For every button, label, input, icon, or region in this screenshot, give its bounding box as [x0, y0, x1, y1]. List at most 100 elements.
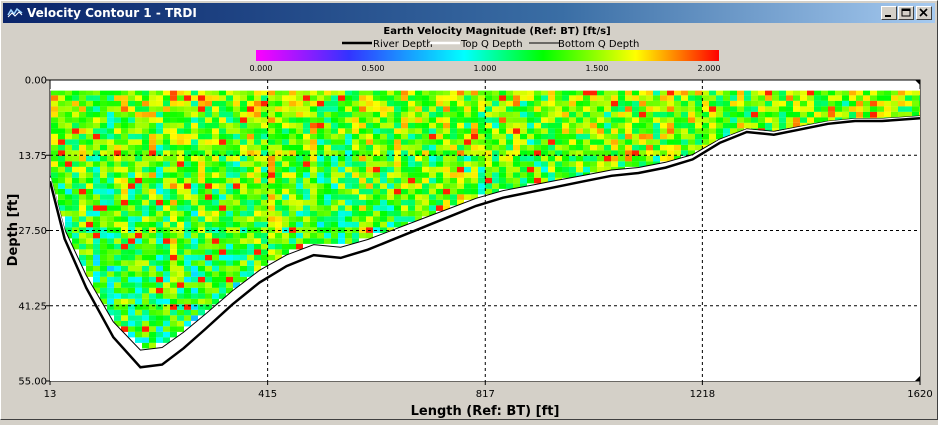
velocity-cell	[324, 122, 331, 129]
velocity-cell	[226, 95, 233, 101]
velocity-cell	[688, 89, 695, 96]
velocity-cell	[387, 133, 394, 140]
velocity-cell	[317, 144, 324, 151]
velocity-cell	[366, 166, 373, 173]
velocity-cell	[177, 320, 184, 327]
velocity-cell	[618, 139, 625, 145]
velocity-cell	[135, 95, 142, 101]
velocity-cell	[142, 183, 149, 189]
velocity-cell	[884, 111, 891, 118]
velocity-cell	[415, 166, 422, 173]
velocity-cell	[135, 117, 142, 123]
velocity-cell	[121, 150, 128, 156]
velocity-cell	[534, 106, 541, 112]
velocity-cell	[86, 139, 93, 145]
velocity-cell	[86, 194, 93, 200]
minimize-button[interactable]	[881, 6, 897, 20]
velocity-cell	[93, 161, 100, 167]
velocity-cell	[310, 172, 317, 178]
velocity-cell	[240, 177, 247, 184]
maximize-button[interactable]	[898, 6, 914, 20]
velocity-cell	[555, 133, 562, 140]
velocity-cell	[478, 139, 485, 145]
velocity-cell	[443, 128, 450, 134]
velocity-cell	[212, 155, 219, 162]
velocity-cell	[135, 161, 142, 167]
velocity-cell	[807, 106, 814, 112]
velocity-cell	[373, 221, 380, 228]
velocity-cell	[58, 205, 65, 211]
velocity-cell	[394, 194, 401, 200]
velocity-cell	[282, 133, 289, 140]
velocity-cell	[478, 111, 485, 118]
velocity-cell	[100, 100, 107, 107]
title-bar[interactable]: Velocity Contour 1 - TRDI	[3, 3, 935, 23]
velocity-cell	[114, 194, 121, 200]
velocity-cell	[422, 139, 429, 145]
velocity-cell	[275, 216, 282, 222]
velocity-cell	[198, 309, 205, 316]
velocity-cell	[240, 216, 247, 222]
velocity-cell	[716, 117, 723, 123]
velocity-cell	[212, 293, 219, 299]
velocity-cell	[184, 199, 191, 206]
velocity-cell	[562, 117, 569, 123]
velocity-cell	[205, 232, 212, 239]
velocity-cell	[177, 117, 184, 123]
velocity-cell	[632, 117, 639, 123]
velocity-cell	[86, 265, 93, 272]
x-axis-label: Length (Ref: BT) [ft]	[411, 404, 560, 419]
velocity-cell	[303, 111, 310, 118]
velocity-cell	[422, 133, 429, 140]
velocity-cell	[198, 144, 205, 151]
velocity-cell	[254, 117, 261, 123]
velocity-cell	[492, 172, 499, 178]
velocity-cell	[107, 287, 114, 294]
velocity-cell	[653, 122, 660, 129]
velocity-cell	[65, 122, 72, 129]
velocity-cell	[289, 232, 296, 239]
velocity-cell	[590, 155, 597, 162]
velocity-cell	[562, 89, 569, 96]
velocity-cell	[268, 188, 275, 195]
velocity-cell	[163, 282, 170, 288]
velocity-cell	[597, 139, 604, 145]
velocity-cell	[758, 111, 765, 118]
velocity-cell	[730, 122, 737, 129]
velocity-cell	[401, 183, 408, 189]
velocity-cell	[226, 106, 233, 112]
velocity-cell	[247, 133, 254, 140]
velocity-cell	[884, 95, 891, 101]
velocity-cell	[366, 150, 373, 156]
velocity-cell	[219, 144, 226, 151]
velocity-cell	[331, 128, 338, 134]
velocity-cell	[72, 111, 79, 118]
velocity-cell	[646, 117, 653, 123]
velocity-cell	[702, 100, 709, 107]
velocity-cell	[240, 260, 247, 266]
velocity-cell	[163, 122, 170, 129]
close-button[interactable]	[916, 6, 932, 20]
velocity-cell	[380, 199, 387, 206]
velocity-cell	[380, 106, 387, 112]
velocity-cell	[177, 271, 184, 277]
velocity-cell	[219, 282, 226, 288]
velocity-cell	[373, 122, 380, 129]
velocity-cell	[198, 166, 205, 173]
velocity-cell	[86, 100, 93, 107]
velocity-cell	[261, 117, 268, 123]
velocity-cell	[254, 166, 261, 173]
velocity-cell	[205, 89, 212, 96]
velocity-cell	[254, 265, 261, 272]
velocity-cell	[184, 106, 191, 112]
velocity-cell	[457, 95, 464, 101]
velocity-cell	[219, 111, 226, 118]
velocity-cell	[338, 150, 345, 156]
velocity-cell	[177, 298, 184, 305]
velocity-cell	[443, 188, 450, 195]
velocity-cell	[149, 304, 156, 310]
velocity-cell	[156, 320, 163, 327]
velocity-cell	[282, 95, 289, 101]
velocity-cell	[170, 128, 177, 134]
velocity-cell	[415, 216, 422, 222]
